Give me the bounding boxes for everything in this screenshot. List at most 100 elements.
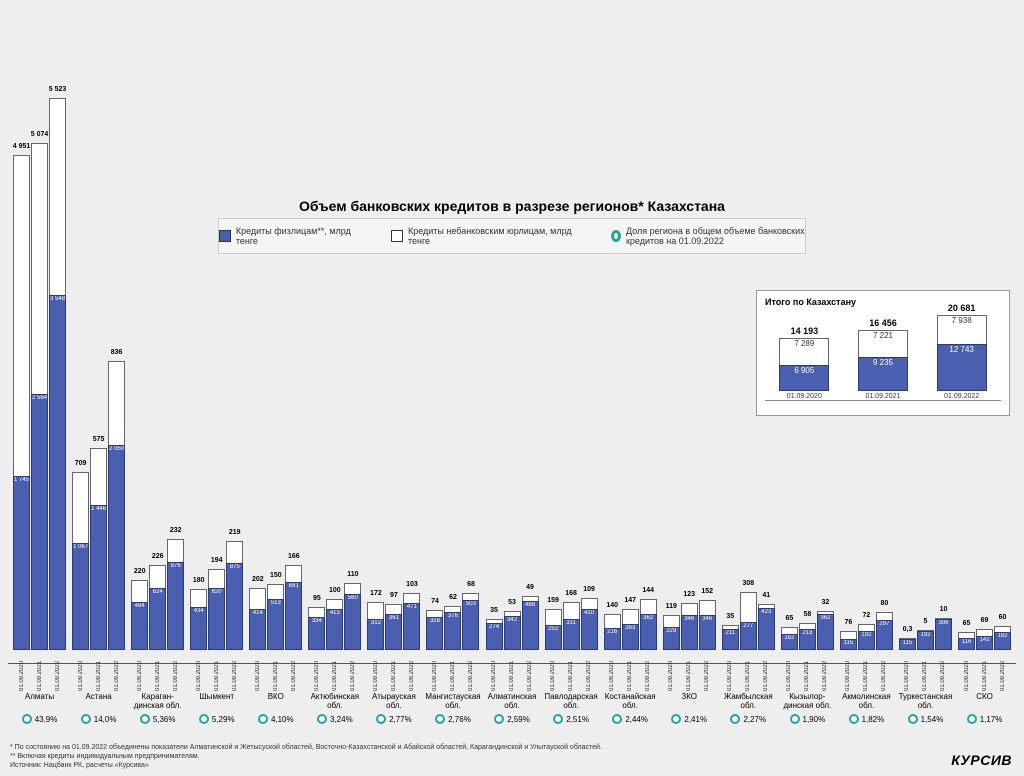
bar-date-label: 01.09.2020 [78, 653, 84, 691]
bar-segment-white [640, 599, 657, 613]
bar-segment-blue: 503 [462, 600, 479, 650]
bar-total-label: 53 [508, 599, 516, 606]
region-share: 2,76% [435, 714, 471, 724]
bar-segment-white [622, 609, 639, 624]
bar-value-blue: 342 [505, 617, 520, 623]
bar-date-label: 01.09.2020 [550, 653, 556, 691]
bar-date-label: 01.09.2022 [409, 653, 415, 691]
bar-stack: 18260 [994, 626, 1011, 650]
share-value: 2,76% [448, 715, 471, 724]
bar-segment-blue: 2 050 [108, 445, 125, 650]
bar-stack: 27435 [486, 619, 503, 650]
bar-stack: 42341 [758, 604, 775, 650]
share-value: 1,17% [980, 715, 1003, 724]
share-circle-icon [967, 714, 977, 724]
bar-segment-blue: 3 548 [49, 295, 66, 650]
region-name: Павлодарская обл. [542, 693, 601, 713]
bar-segment-white [190, 589, 207, 607]
bar-stack: 252159 [545, 609, 562, 650]
bar-stack: 3 5485 523 [49, 98, 66, 650]
bar-stack: 16265 [781, 627, 798, 650]
inset-date: 01.09.2022 [944, 393, 979, 400]
bar-segment-blue: 410 [581, 609, 598, 650]
bar-total-label: 80 [881, 600, 889, 607]
bar-segment-white [604, 614, 621, 628]
bar-segment-blue: 413 [326, 609, 343, 650]
region-share: 4,10% [258, 714, 294, 724]
share-value: 2,27% [743, 715, 766, 724]
region-share: 5,29% [199, 714, 235, 724]
bar-total-label: 226 [152, 553, 164, 560]
bar-segment-blue: 116 [958, 638, 975, 650]
bar-value-blue: 263 [623, 625, 638, 631]
bar-segment-blue: 876 [167, 562, 184, 650]
bar-stack: 30810 [935, 618, 952, 650]
bar-stack: 36232 [817, 611, 834, 650]
bar-stack: 37662 [444, 606, 461, 650]
bar-value-blue: 513 [268, 600, 283, 606]
bar-total-label: 65 [785, 615, 793, 622]
bar: 1 06770901.09.2020 [72, 472, 89, 691]
bar-date-label: 01.09.2022 [822, 653, 828, 691]
bar-segment-blue: 211 [722, 629, 739, 650]
bar-value-blue: 1 067 [73, 544, 88, 550]
bar: 1166501.09.2020 [958, 632, 975, 691]
bar-segment-blue: 624 [149, 588, 166, 650]
share-value: 2,59% [507, 715, 530, 724]
bar-date-label: 01.09.2022 [527, 653, 533, 691]
bar-stack: 362144 [640, 599, 657, 650]
region-bars: 43418001.09.202062019401.09.202187521901… [187, 71, 246, 691]
bar: 3766201.09.2021 [444, 606, 461, 691]
bar-total-label: 836 [111, 349, 123, 356]
bar-total-label: 5 074 [31, 131, 49, 138]
bar-value-blue: 503 [463, 601, 478, 607]
bar: 47110301.09.2022 [403, 593, 420, 691]
inset-date: 01.09.2021 [865, 393, 900, 400]
bar-segment-blue: 115 [899, 639, 916, 651]
inset-stack: 12 7437 938 [937, 315, 987, 392]
bar: 1927201.09.2021 [858, 624, 875, 691]
bar-segment-white [167, 539, 184, 562]
region-name: Туркестанская обл. [896, 693, 955, 713]
bar-date-label: 01.09.2020 [19, 653, 25, 691]
bar-value-blue: 346 [700, 616, 715, 622]
bar-value-blue: 560 [345, 595, 360, 601]
share-circle-icon [849, 714, 859, 724]
bar-segment-blue: 229 [663, 627, 680, 650]
bar-value-blue: 624 [150, 589, 165, 595]
bar-total-label: 41 [762, 592, 770, 599]
share-circle-icon [730, 714, 740, 724]
bar-date-label: 01.09.2020 [668, 653, 674, 691]
bar-value-blue: 875 [227, 564, 242, 570]
region-bars: 22911901.09.202034612301.09.202134615201… [660, 71, 719, 691]
bar-segment-blue: 376 [444, 612, 461, 650]
bar-stack: 2 5645 074 [31, 143, 48, 650]
bar-segment-blue: 560 [344, 594, 361, 650]
bar-date-label: 01.09.2021 [922, 653, 928, 691]
bar-segment-white [403, 593, 420, 603]
inset-panel: Итого по Казахстану 14 1936 9057 28901.0… [756, 290, 1010, 416]
bar-segment-white [545, 609, 562, 625]
inset-segment-white: 7 289 [779, 338, 829, 365]
bar-total-label: 5 523 [49, 86, 67, 93]
share-value: 43,9% [35, 715, 58, 724]
bar-date-label: 01.09.2021 [96, 653, 102, 691]
bar-stack: 1150,3 [899, 638, 916, 651]
bar-value-blue: 312 [368, 620, 383, 626]
bar-segment-white [249, 588, 266, 608]
inset-segment-blue: 6 905 [779, 365, 829, 391]
bar-value-blue: 334 [309, 618, 324, 624]
bar-date-label: 01.09.2020 [904, 653, 910, 691]
inset-value-blue: 6 905 [780, 366, 828, 375]
bar-value-blue: 229 [664, 628, 679, 634]
inset-total: 16 456 [869, 318, 897, 328]
bar: 41010901.09.2022 [581, 598, 598, 691]
bar-value-blue: 362 [641, 615, 656, 621]
bar-segment-blue: 2 564 [31, 394, 48, 650]
bar-date-label: 01.09.2021 [627, 653, 633, 691]
bar-segment-white [72, 472, 89, 543]
bar-total-label: 168 [565, 590, 577, 597]
region-name: ЗКО [681, 693, 697, 713]
bar-date-label: 01.09.2022 [763, 653, 769, 691]
bar: 56011001.09.2022 [344, 583, 361, 691]
